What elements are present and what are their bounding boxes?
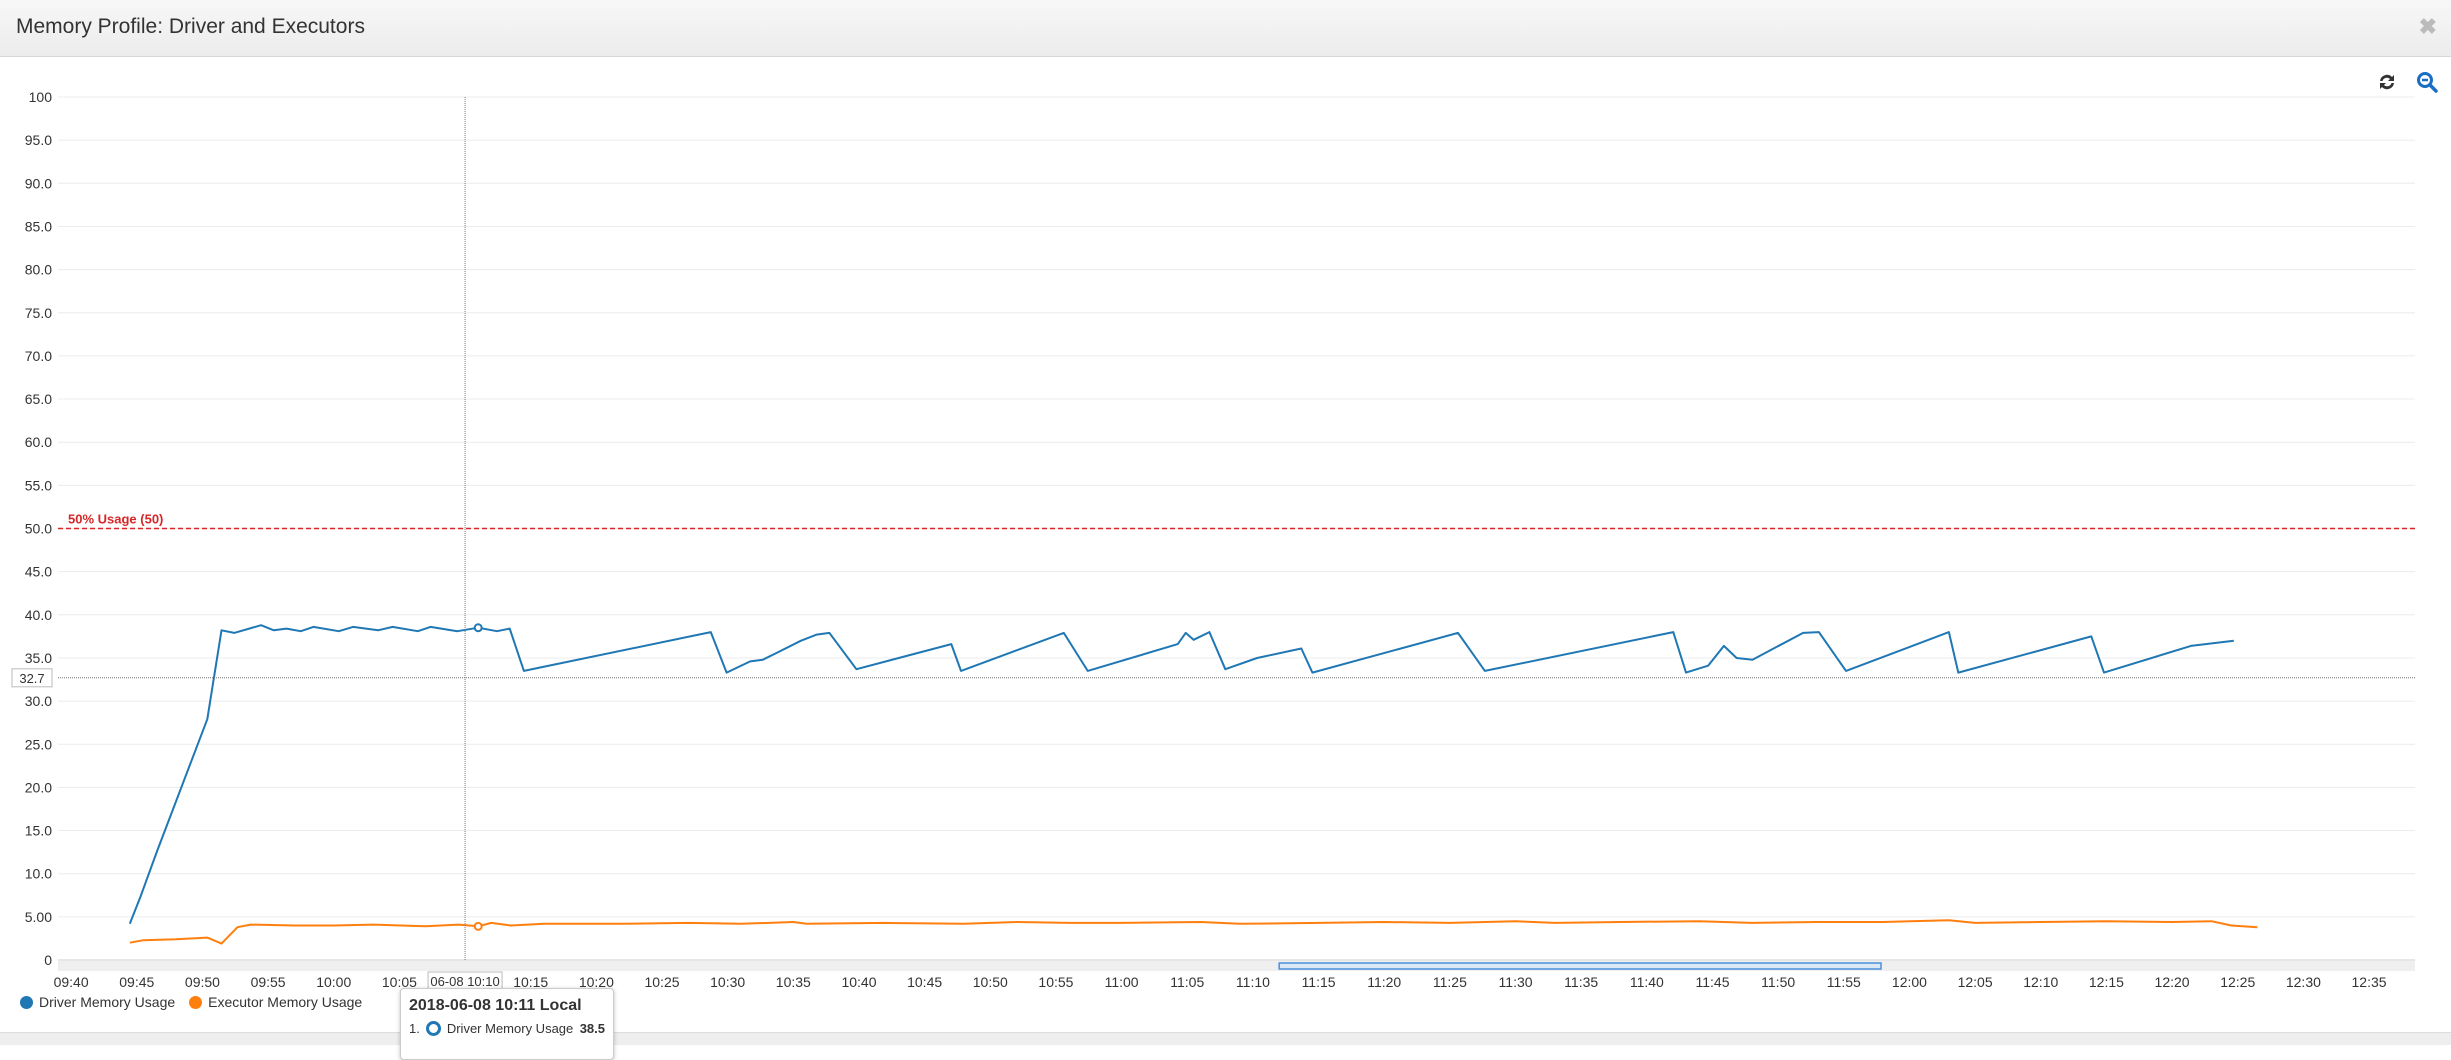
x-tick-label: 11:45 [1695,974,1729,990]
x-tick-label: 12:10 [2023,974,2058,990]
x-tick-label: 10:30 [710,974,745,990]
navigator-handle[interactable] [1278,962,1882,970]
y-tick-label: 25.0 [25,736,52,752]
y-tick-label: 20.0 [25,779,52,795]
y-tick-label: 75.0 [25,305,52,321]
x-tick-label: 09:40 [54,974,89,990]
x-tick-label: 10:25 [644,974,679,990]
x-tick-label: 12:35 [2352,974,2387,990]
y-tick-label: 95.0 [25,132,52,148]
y-tick-label: 70.0 [25,348,52,364]
y-tick-label: 65.0 [25,391,52,407]
x-tick-label: 12:25 [2220,974,2255,990]
tooltip: 2018-06-08 10:11 Local 1. Driver Memory … [400,988,614,1060]
tooltip-series-name: Driver Memory Usage [446,1021,574,1036]
legend-marker [189,995,203,1009]
crosshair-y-box [11,668,53,688]
series-marker-icon [425,1021,441,1036]
x-tick-label: 10:20 [579,974,614,990]
x-tick-label: 12:30 [2286,974,2321,990]
tooltip-title: 2018-06-08 10:11 Local [409,997,582,1014]
y-tick-label: 80.0 [25,262,52,278]
legend-label: Executor Memory Usage [208,994,363,1010]
threshold-label: 50% Usage (50) [68,512,163,527]
memory-chart: 0 5.00 10.0 15.0 20.0 25.0 30.0 35.0 40.0 45.0 50.… [11,89,2415,998]
x-tick-label: 09:55 [251,974,286,990]
legend-item-driver[interactable]: Driver Memory Usage [20,994,175,1010]
x-tick-label: 11:50 [1761,974,1795,990]
y-tick-label: 90.0 [25,175,52,191]
hover-point [473,623,483,633]
zoom-out-icon[interactable] [2415,70,2439,94]
x-tick-label: 12:05 [1958,974,1993,990]
x-tick-label: 10:55 [1038,974,1073,990]
x-tick-label: 10:00 [316,974,351,990]
legend-label: Driver Memory Usage [39,994,176,1010]
tooltip-value: 38.5 [579,1021,605,1036]
x-tick-label: 11:00 [1105,974,1139,990]
y-tick-label: 40.0 [25,607,52,623]
series-line-driver [128,624,2234,925]
y-tick-label: 100 [29,89,53,105]
y-tick-label: 35.0 [25,650,52,666]
footer-bar [0,1032,2451,1045]
y-tick-label: 45.0 [25,564,52,580]
x-tick-label: 10:40 [841,974,876,990]
x-tick-label: 11:10 [1236,974,1270,990]
x-tick-label: 11:55 [1827,974,1861,990]
y-tick-label: 5.00 [25,909,52,925]
legend-marker [20,995,33,1009]
navigator-track [58,961,2415,971]
series-line-executor [129,919,2258,945]
x-tick-label: 09:50 [185,974,220,990]
y-tick-label: 60.0 [25,434,52,450]
hover-point [473,921,483,931]
y-tick-label: 85.0 [25,218,52,234]
x-tick-label: 10:15 [513,974,548,990]
x-tick-label: 11:25 [1433,974,1467,990]
x-tick-label: 12:15 [2089,974,2124,990]
x-tick-label: 10:05 [382,974,417,990]
x-tick-label: 11:05 [1170,974,1204,990]
legend-item-executor[interactable]: Executor Memory Usage [189,994,362,1010]
x-tick-label: 11:30 [1499,974,1533,990]
x-tick-label: 10:45 [907,974,942,990]
tooltip-index: 1. [409,1021,420,1036]
y-tick-label: 55.0 [25,477,52,493]
close-icon[interactable]: ✖ [2418,14,2437,39]
x-tick-label: 12:20 [2155,974,2190,990]
x-tick-label: 10:35 [776,974,811,990]
refresh-icon[interactable] [2375,70,2399,94]
x-tick-label: 11:35 [1564,974,1598,990]
y-tick-label: 10.0 [25,866,52,882]
x-tick-label: 11:20 [1367,974,1401,990]
x-tick-label: 10:50 [973,974,1008,990]
x-tick-label: 09:45 [119,974,154,990]
crosshair-y-label: 32.7 [19,671,44,686]
window-title: Memory Profile: Driver and Executors [16,15,365,38]
x-tick-label: 11:15 [1302,974,1336,990]
y-tick-label: 15.0 [25,823,52,839]
legend: Driver Memory Usage Executor Memory Usag… [20,994,362,1010]
crosshair-x-label: 06-08 10:10 [430,974,499,989]
x-tick-label: 11:40 [1630,974,1664,990]
y-tick-label: 50.0 [25,521,52,537]
x-tick-label: 12:00 [1892,974,1927,990]
y-tick-label: 0 [44,952,52,968]
y-tick-label: 30.0 [25,693,52,709]
tooltip-row: 1. Driver Memory Usage 38.5 [409,1021,605,1036]
window-header: Memory Profile: Driver and Executors ✖ [0,0,2451,57]
